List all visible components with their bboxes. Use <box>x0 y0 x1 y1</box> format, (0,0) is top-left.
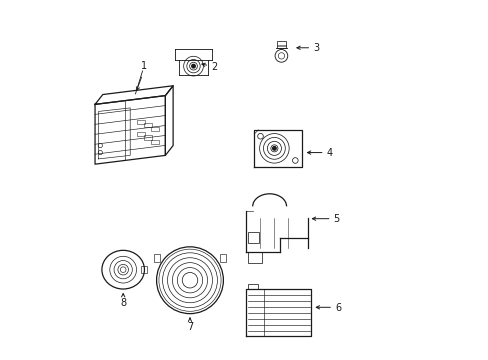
Bar <box>144 123 152 127</box>
Bar <box>151 127 159 131</box>
Bar <box>276 41 286 48</box>
Text: 2: 2 <box>211 62 217 72</box>
Text: 1: 1 <box>141 61 147 71</box>
Bar <box>247 284 257 289</box>
Text: 5: 5 <box>333 214 339 224</box>
Text: 7: 7 <box>186 322 193 332</box>
Text: 4: 4 <box>326 148 332 158</box>
Text: 3: 3 <box>313 43 319 53</box>
Bar <box>220 254 226 262</box>
Bar <box>140 266 146 273</box>
Bar <box>247 252 262 263</box>
Circle shape <box>191 64 195 68</box>
Bar <box>153 254 160 262</box>
Bar <box>247 233 258 243</box>
Bar <box>137 120 144 124</box>
Text: 8: 8 <box>120 298 126 308</box>
Bar <box>144 135 152 140</box>
Bar <box>137 132 144 136</box>
Circle shape <box>272 147 276 150</box>
Text: 6: 6 <box>334 303 341 313</box>
Bar <box>151 140 159 144</box>
